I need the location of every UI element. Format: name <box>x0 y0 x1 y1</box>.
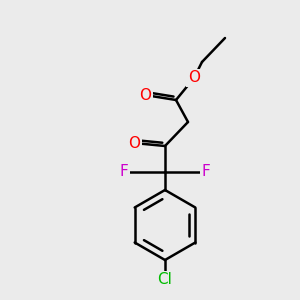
Text: O: O <box>188 70 200 86</box>
Text: O: O <box>128 136 140 151</box>
Text: F: F <box>202 164 210 179</box>
Text: Cl: Cl <box>158 272 172 287</box>
Text: O: O <box>139 88 151 103</box>
Text: F: F <box>120 164 128 179</box>
